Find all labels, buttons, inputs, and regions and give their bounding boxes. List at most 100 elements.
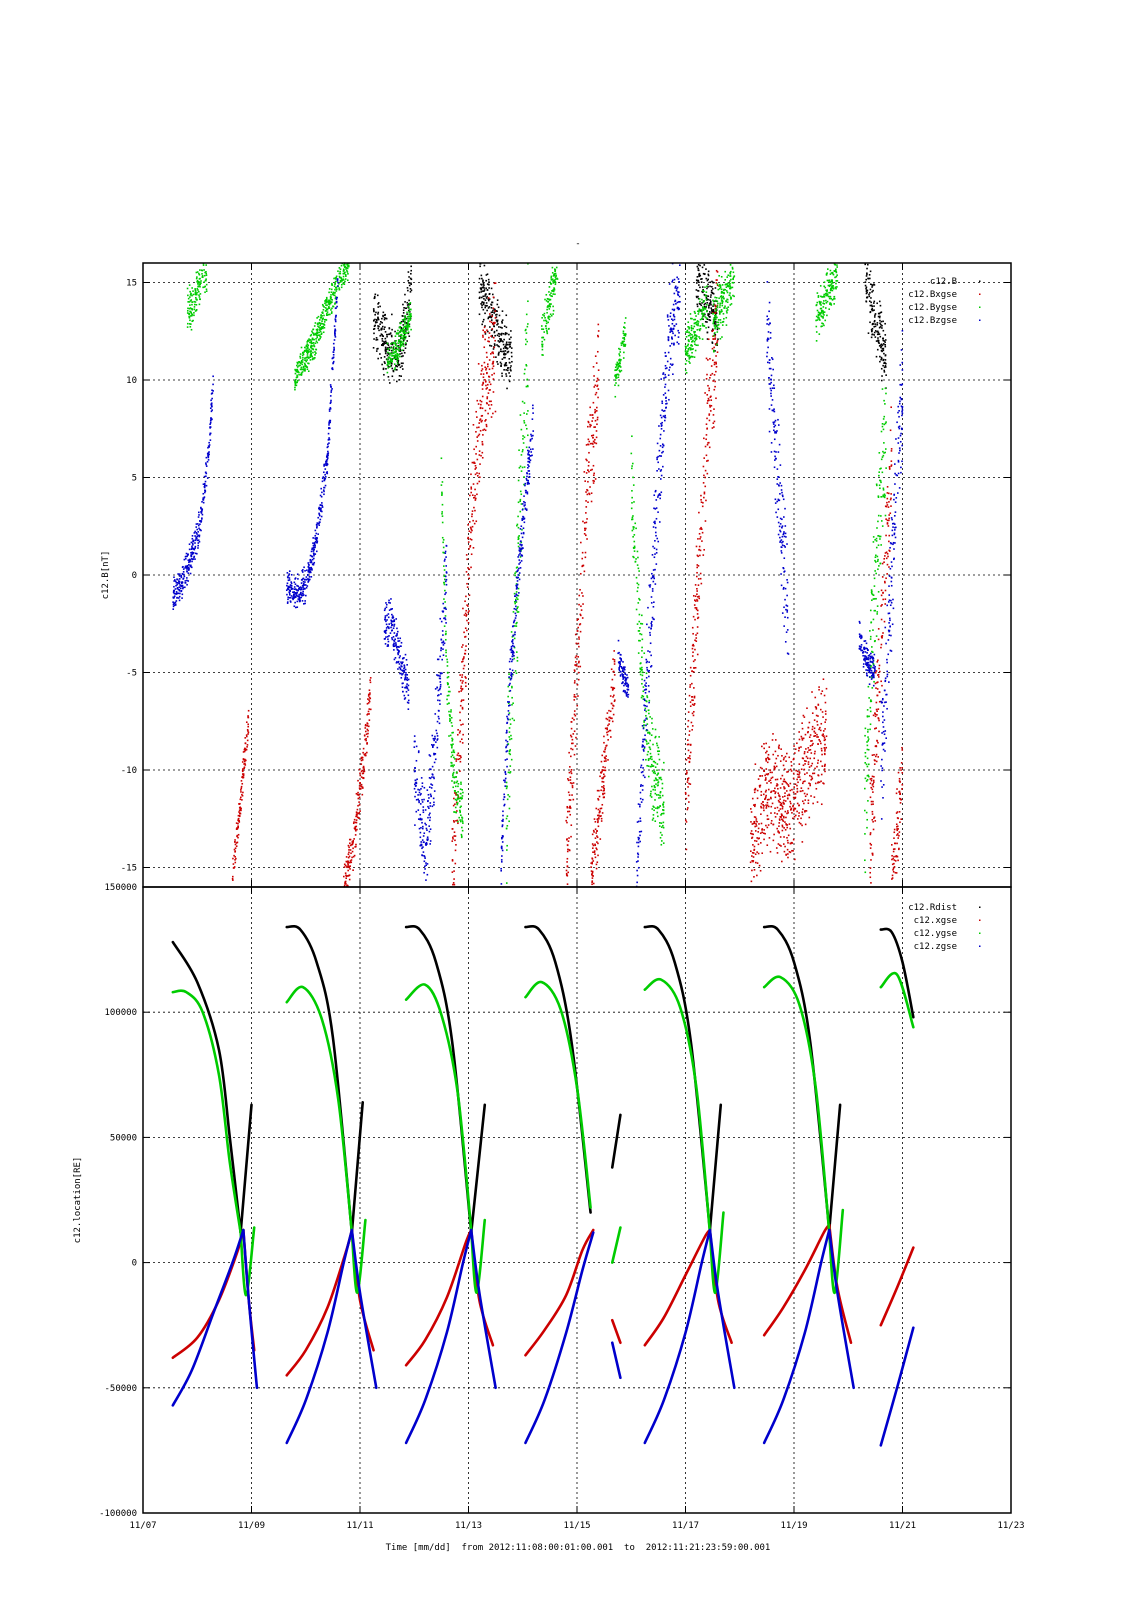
data-point — [877, 756, 880, 758]
data-point — [612, 704, 614, 707]
data-point — [704, 476, 706, 479]
data-point — [406, 304, 409, 306]
data-point — [597, 842, 599, 845]
data-point — [696, 590, 698, 592]
data-point — [551, 271, 554, 274]
data-point — [461, 817, 464, 819]
data-point — [688, 356, 691, 359]
data-point — [895, 823, 898, 826]
data-point — [824, 738, 827, 741]
data-point — [649, 793, 652, 795]
data-point — [873, 319, 876, 322]
data-point — [460, 685, 463, 688]
data-point — [307, 340, 309, 343]
data-point — [410, 308, 412, 311]
data-point — [810, 752, 813, 754]
data-point — [496, 321, 499, 323]
data-point — [685, 848, 688, 851]
data-point — [505, 362, 507, 364]
data-point — [409, 287, 412, 290]
data-point — [700, 281, 703, 283]
data-point — [658, 806, 660, 809]
data-point — [875, 708, 878, 711]
data-point — [194, 288, 196, 290]
data-point — [236, 827, 238, 829]
data-point — [613, 660, 616, 663]
data-point — [702, 318, 704, 321]
data-point — [478, 450, 481, 452]
data-point — [503, 368, 505, 371]
data-point — [592, 851, 594, 854]
data-point — [379, 323, 381, 325]
data-point — [614, 699, 616, 701]
data-point — [380, 357, 383, 359]
data-point — [382, 368, 385, 371]
data-point — [870, 882, 872, 884]
data-point — [660, 826, 663, 828]
data-point — [494, 317, 497, 319]
data-point — [318, 329, 321, 331]
data-point — [369, 692, 371, 694]
data-point — [310, 345, 313, 348]
data-point — [510, 758, 513, 761]
data-point — [801, 727, 804, 730]
data-point — [901, 746, 903, 749]
data-point — [879, 322, 881, 325]
data-point — [721, 336, 723, 338]
data-point — [401, 349, 403, 352]
data-point — [399, 350, 401, 352]
data-point — [300, 373, 303, 375]
data-point — [714, 350, 716, 352]
data-point — [786, 782, 788, 785]
data-point — [451, 859, 454, 861]
data-point — [798, 731, 800, 733]
data-point — [698, 273, 701, 276]
data-point — [731, 268, 734, 270]
data-point — [294, 382, 297, 384]
data-point — [715, 282, 718, 284]
data-point — [594, 408, 596, 411]
data-point — [618, 362, 621, 364]
data-point — [877, 340, 880, 342]
data-point — [649, 716, 651, 718]
data-point — [888, 519, 890, 522]
data-point — [696, 554, 699, 557]
data-point — [474, 468, 477, 470]
data-point — [459, 819, 461, 821]
data-point — [573, 718, 575, 721]
data-point — [365, 737, 367, 740]
data-point — [698, 275, 700, 278]
data-point — [703, 312, 705, 315]
data-point — [754, 788, 757, 791]
data-point — [708, 319, 711, 321]
data-point — [363, 768, 365, 771]
data-point — [549, 303, 551, 306]
data-point — [877, 659, 879, 662]
data-point — [880, 594, 883, 597]
data-point — [501, 327, 503, 329]
data-point — [342, 268, 345, 271]
data-point — [509, 772, 511, 774]
data-point — [624, 317, 627, 319]
data-point — [710, 291, 713, 294]
data-point — [391, 375, 394, 378]
data-point — [441, 494, 443, 496]
data-point — [572, 798, 575, 801]
data-point — [450, 721, 453, 724]
data-point — [316, 317, 318, 319]
data-point — [710, 309, 713, 311]
data-point — [351, 842, 354, 845]
data-point — [867, 277, 869, 280]
data-point — [385, 368, 387, 370]
data-point — [478, 313, 481, 316]
data-point — [784, 810, 787, 813]
data-point — [703, 305, 706, 308]
data-point — [405, 335, 407, 338]
data-point — [467, 524, 469, 526]
data-point — [454, 862, 457, 865]
data-point — [606, 734, 609, 736]
data-point — [870, 844, 873, 846]
data-point — [470, 491, 473, 494]
data-point — [355, 815, 358, 818]
data-point — [523, 372, 526, 375]
